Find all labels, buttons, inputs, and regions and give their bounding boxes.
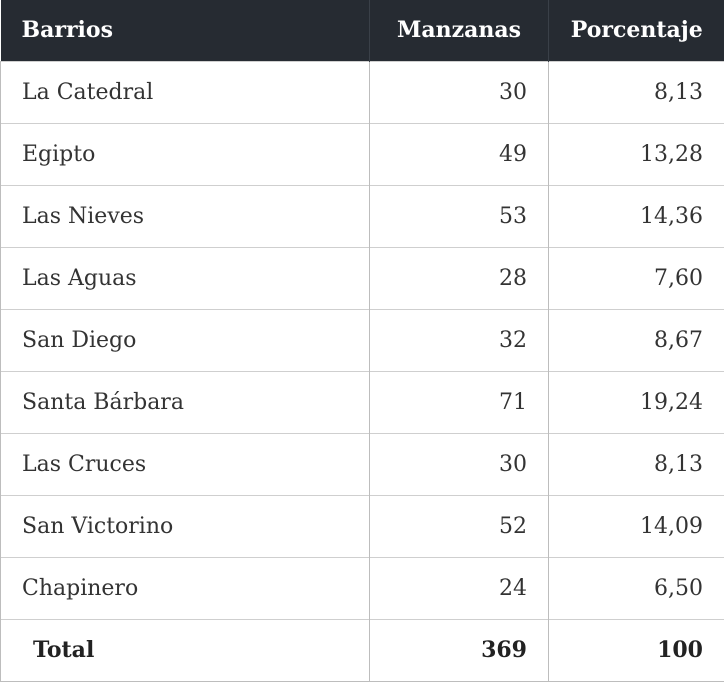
total-label: Total — [1, 619, 370, 681]
cell-barrio: Egipto — [1, 123, 370, 185]
header-barrios: Barrios — [1, 0, 370, 61]
table-row: La Catedral 30 8,13 — [1, 61, 724, 123]
table-row: Chapinero 24 6,50 — [1, 557, 724, 619]
cell-porcentaje: 8,13 — [549, 433, 724, 495]
cell-porcentaje: 19,24 — [549, 371, 724, 433]
cell-barrio: Las Aguas — [1, 247, 370, 309]
cell-manzanas: 52 — [370, 495, 549, 557]
cell-manzanas: 53 — [370, 185, 549, 247]
cell-barrio: Chapinero — [1, 557, 370, 619]
cell-barrio: San Victorino — [1, 495, 370, 557]
cell-porcentaje: 6,50 — [549, 557, 724, 619]
total-porcentaje: 100 — [549, 619, 724, 681]
cell-manzanas: 49 — [370, 123, 549, 185]
table-row: Las Aguas 28 7,60 — [1, 247, 724, 309]
cell-manzanas: 28 — [370, 247, 549, 309]
table-total-row: Total 369 100 — [1, 619, 724, 681]
total-manzanas: 369 — [370, 619, 549, 681]
cell-barrio: Santa Bárbara — [1, 371, 370, 433]
cell-porcentaje: 14,09 — [549, 495, 724, 557]
cell-barrio: Las Cruces — [1, 433, 370, 495]
header-porcentaje: Porcentaje — [549, 0, 724, 61]
table-row: Egipto 49 13,28 — [1, 123, 724, 185]
table-row: San Victorino 52 14,09 — [1, 495, 724, 557]
cell-barrio: Las Nieves — [1, 185, 370, 247]
cell-porcentaje: 14,36 — [549, 185, 724, 247]
header-manzanas: Manzanas — [370, 0, 549, 61]
cell-porcentaje: 7,60 — [549, 247, 724, 309]
cell-barrio: San Diego — [1, 309, 370, 371]
cell-manzanas: 30 — [370, 433, 549, 495]
table-row: Santa Bárbara 71 19,24 — [1, 371, 724, 433]
table-row: Las Nieves 53 14,36 — [1, 185, 724, 247]
cell-manzanas: 24 — [370, 557, 549, 619]
table-row: Las Cruces 30 8,13 — [1, 433, 724, 495]
cell-manzanas: 30 — [370, 61, 549, 123]
cell-porcentaje: 8,67 — [549, 309, 724, 371]
cell-porcentaje: 8,13 — [549, 61, 724, 123]
cell-porcentaje: 13,28 — [549, 123, 724, 185]
cell-barrio: La Catedral — [1, 61, 370, 123]
table-header-row: Barrios Manzanas Porcentaje — [1, 0, 724, 61]
cell-manzanas: 32 — [370, 309, 549, 371]
cell-manzanas: 71 — [370, 371, 549, 433]
table-row: San Diego 32 8,67 — [1, 309, 724, 371]
